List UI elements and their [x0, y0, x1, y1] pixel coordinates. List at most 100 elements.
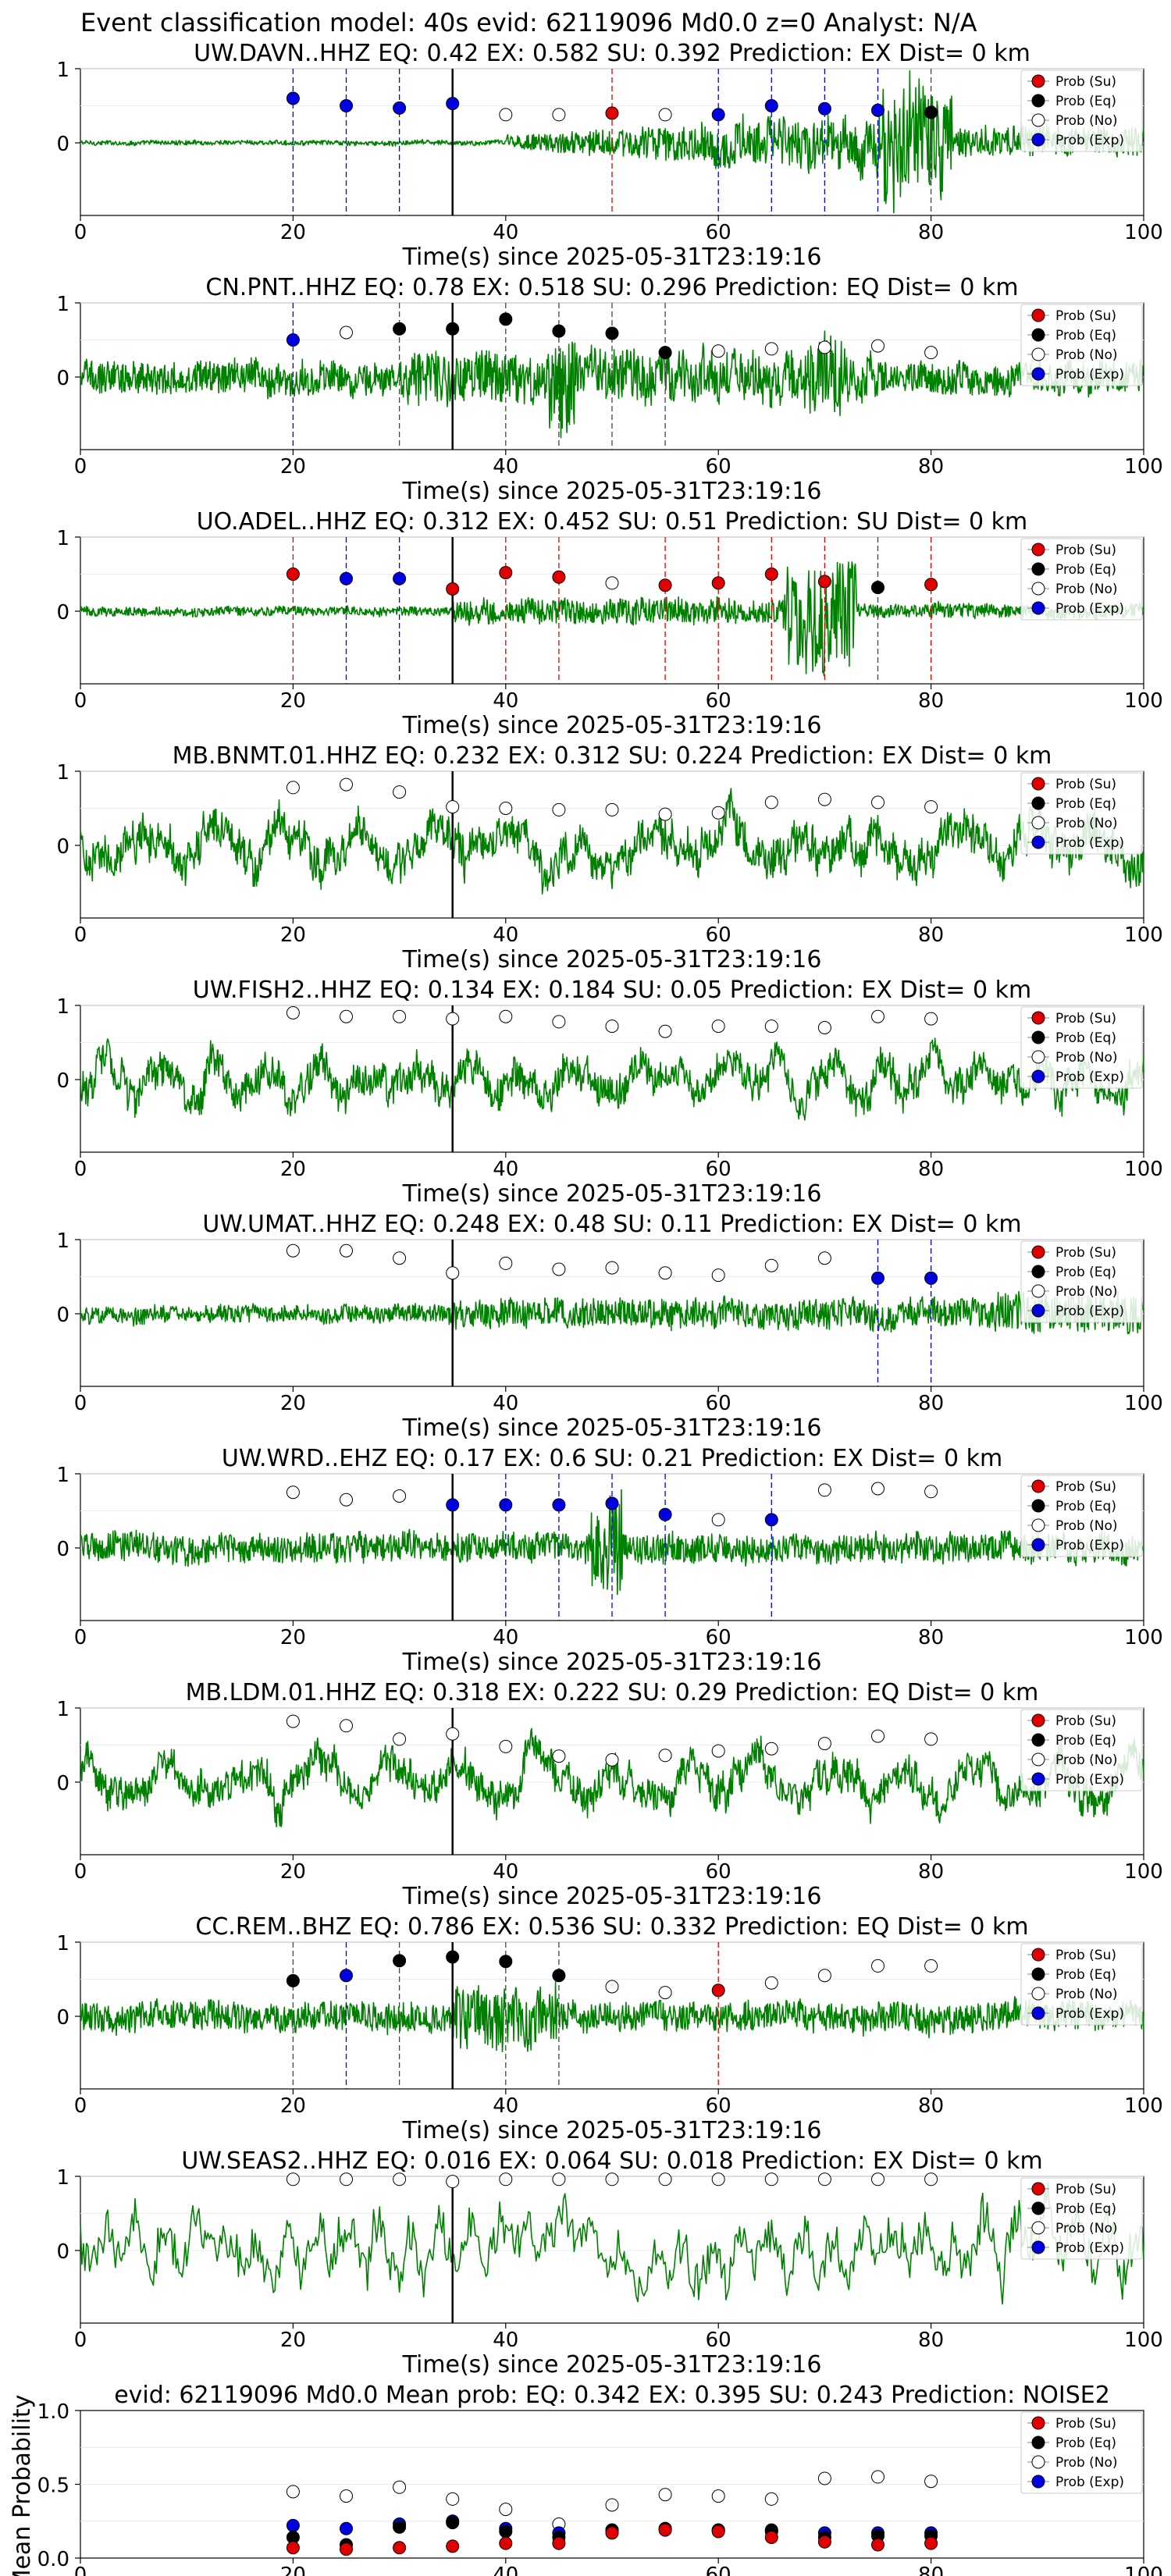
y-tick-label: 0 — [56, 835, 69, 859]
legend-label: Prob (No) — [1055, 1987, 1118, 2002]
prob-marker — [658, 1507, 672, 1521]
legend-label: Prob (Su) — [1055, 1948, 1116, 1963]
y-tick-label: 1.0 — [37, 2400, 69, 2424]
y-tick-label: 0 — [56, 2240, 69, 2264]
y-tick-label: 0 — [56, 2006, 69, 2030]
mean-marker — [446, 2492, 460, 2506]
legend: Prob (Su) Prob (Eq) Prob (No) Prob (Exp) — [1020, 304, 1143, 386]
legend-label: Prob (Eq) — [1055, 1499, 1116, 1514]
legend-label: Prob (Eq) — [1055, 1967, 1116, 1983]
mean-marker — [924, 2475, 938, 2489]
prob-marker — [552, 1498, 566, 1512]
station-chart: MB.BNMT.01.HHZ EQ: 0.232 EX: 0.312 SU: 0… — [56, 742, 1162, 973]
legend-marker — [1031, 367, 1045, 381]
x-tick-label: 100 — [1124, 1158, 1163, 1181]
prob-marker — [711, 108, 725, 122]
prob-marker — [605, 2172, 619, 2186]
legend-label: Prob (Eq) — [1055, 562, 1116, 578]
y-tick-label: 1 — [56, 995, 69, 1019]
legend: Prob (Su) Prob (Eq) Prob (No) Prob (Exp) — [1020, 2177, 1143, 2260]
chart-title: UO.ADEL..HHZ EQ: 0.312 EX: 0.452 SU: 0.5… — [197, 508, 1028, 535]
x-tick-label: 80 — [918, 1626, 944, 1649]
x-tick-label: 100 — [1124, 2094, 1163, 2118]
mean-marker — [605, 2498, 619, 2512]
mean-probability-chart: evid: 62119096 Md0.0 Mean prob: EQ: 0.34… — [9, 2382, 1163, 2576]
legend-marker — [1031, 328, 1045, 342]
x-tick-label: 40 — [493, 1860, 518, 1884]
x-tick-label: 80 — [918, 1860, 944, 1884]
prob-marker — [499, 1498, 513, 1512]
prob-marker — [871, 2172, 884, 2186]
prob-marker — [817, 340, 831, 354]
waveform — [80, 788, 1144, 895]
legend-marker — [1031, 1479, 1045, 1493]
legend-marker — [1031, 582, 1045, 596]
mean-marker — [340, 2521, 353, 2535]
legend-marker — [1031, 2221, 1045, 2235]
x-tick-label: 40 — [493, 1626, 518, 1649]
legend: Prob (Su) Prob (Eq) Prob (No) Prob (Exp) — [1020, 538, 1143, 621]
legend: Prob (Su) Prob (Eq) Prob (No) Prob (Exp) — [1020, 772, 1143, 855]
prob-marker — [393, 1251, 407, 1265]
x-tick-label: 100 — [1124, 221, 1163, 244]
y-tick-label: 1 — [56, 1698, 69, 1721]
legend-label: Prob (Eq) — [1055, 796, 1116, 812]
legend-label: Prob (Eq) — [1055, 94, 1116, 109]
legend-marker — [1031, 835, 1045, 849]
legend-box — [1020, 2411, 1143, 2494]
prob-marker — [393, 322, 407, 336]
prob-marker — [393, 571, 407, 585]
legend-label: Prob (Eq) — [1055, 1733, 1116, 1749]
legend-label: Prob (Exp) — [1055, 1772, 1124, 1788]
legend-label: Prob (No) — [1055, 2221, 1118, 2236]
legend-box — [1020, 1240, 1143, 1323]
prob-marker — [658, 807, 672, 821]
x-tick-label: 20 — [280, 455, 306, 479]
legend-label: Prob (Su) — [1055, 1479, 1116, 1495]
prob-marker — [764, 99, 778, 112]
prob-marker — [924, 1485, 938, 1499]
y-tick-label: 1 — [56, 1932, 69, 1955]
x-tick-label: 0 — [74, 923, 87, 947]
legend-label: Prob (No) — [1055, 347, 1118, 363]
legend-marker — [1031, 2240, 1045, 2254]
legend-label: Prob (Exp) — [1055, 835, 1124, 851]
x-tick-label: 0 — [74, 2094, 87, 2118]
waveform — [80, 1037, 1144, 1121]
mean-marker — [446, 2516, 460, 2530]
legend-label: Prob (Eq) — [1055, 1030, 1116, 1046]
prob-marker — [552, 570, 566, 584]
x-tick-label: 60 — [706, 1626, 731, 1649]
prob-marker — [605, 802, 619, 817]
prob-marker — [658, 1266, 672, 1280]
legend-marker — [1031, 1733, 1045, 1747]
station-chart: UW.DAVN..HHZ EQ: 0.42 EX: 0.582 SU: 0.39… — [56, 40, 1162, 271]
x-tick-label: 100 — [1124, 689, 1163, 713]
mean-marker — [817, 2535, 831, 2549]
y-tick-label: 0 — [56, 1304, 69, 1327]
x-tick-label: 100 — [1124, 455, 1163, 479]
waveform — [80, 1981, 1144, 2053]
legend-label: Prob (Su) — [1055, 1713, 1116, 1729]
x-tick-label: 80 — [918, 455, 944, 479]
x-tick-label: 60 — [706, 1158, 731, 1181]
prob-marker — [499, 802, 513, 815]
x-tick-label: 60 — [706, 1860, 731, 1884]
prob-marker — [764, 342, 778, 356]
waveform — [80, 1290, 1144, 1335]
prob-marker — [658, 578, 672, 592]
x-tick-label: 40 — [493, 2564, 518, 2576]
y-tick-label: 0 — [56, 601, 69, 624]
chart-title: UW.DAVN..HHZ EQ: 0.42 EX: 0.582 SU: 0.39… — [194, 40, 1030, 67]
prob-marker — [711, 2172, 725, 2186]
prob-marker — [764, 2172, 778, 2186]
x-tick-label: 0 — [74, 1626, 87, 1649]
prob-marker — [711, 806, 725, 820]
prob-marker — [924, 1012, 938, 1026]
x-tick-label: 100 — [1124, 2564, 1163, 2576]
prob-marker — [764, 1742, 778, 1756]
y-tick-label: 1 — [56, 293, 69, 316]
x-tick-label: 20 — [280, 923, 306, 947]
legend-label: Prob (Exp) — [1055, 601, 1124, 617]
legend-marker — [1031, 2475, 1045, 2489]
